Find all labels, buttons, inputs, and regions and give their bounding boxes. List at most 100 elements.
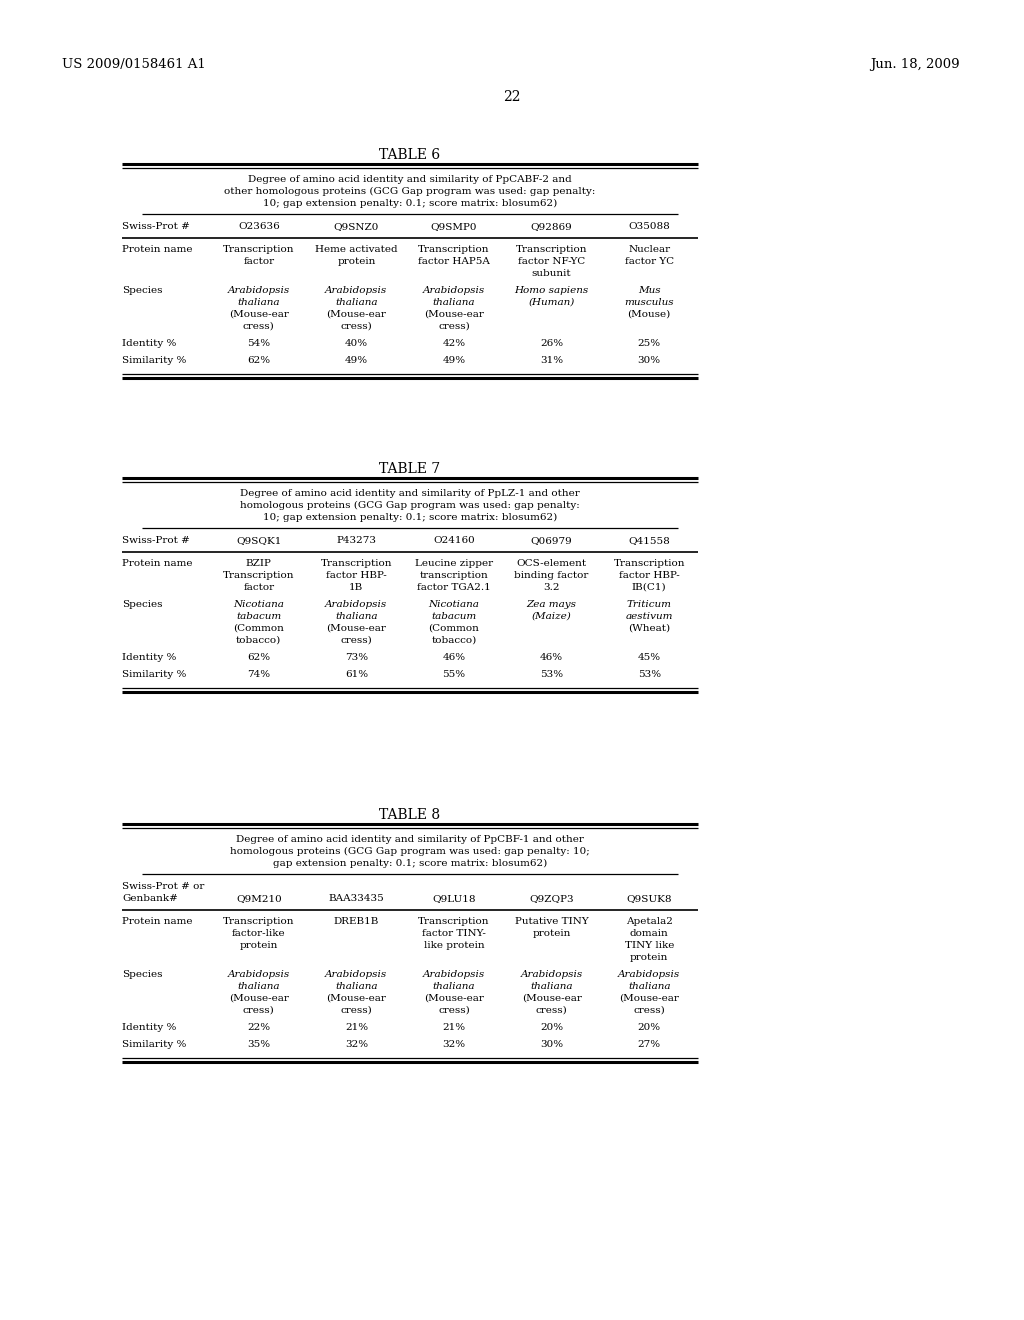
Text: Arabidopsis: Arabidopsis <box>423 970 485 979</box>
Text: 21%: 21% <box>442 1023 466 1032</box>
Text: cress): cress) <box>438 322 470 331</box>
Text: Zea mays: Zea mays <box>526 601 577 609</box>
Text: 53%: 53% <box>638 671 660 678</box>
Text: (Common: (Common <box>233 624 285 634</box>
Text: thaliana: thaliana <box>335 298 378 308</box>
Text: homologous proteins (GCG Gap program was used: gap penalty:: homologous proteins (GCG Gap program was… <box>240 502 580 510</box>
Text: protein: protein <box>532 929 570 939</box>
Text: 53%: 53% <box>540 671 563 678</box>
Text: gap extension penalty: 0.1; score matrix: blosum62): gap extension penalty: 0.1; score matrix… <box>272 859 547 869</box>
Text: Heme activated: Heme activated <box>315 246 397 253</box>
Text: (Mouse-ear: (Mouse-ear <box>228 310 289 319</box>
Text: Transcription: Transcription <box>321 558 392 568</box>
Text: 20%: 20% <box>540 1023 563 1032</box>
Text: Q92869: Q92869 <box>530 222 572 231</box>
Text: Nuclear: Nuclear <box>628 246 671 253</box>
Text: Transcription: Transcription <box>223 572 295 579</box>
Text: Q9ZQP3: Q9ZQP3 <box>529 894 573 903</box>
Text: tabacum: tabacum <box>431 612 476 620</box>
Text: cress): cress) <box>341 636 373 645</box>
Text: Nicotiana: Nicotiana <box>233 601 285 609</box>
Text: (Common: (Common <box>429 624 479 634</box>
Text: Leucine zipper: Leucine zipper <box>415 558 494 568</box>
Text: 32%: 32% <box>345 1040 368 1049</box>
Text: factor HAP5A: factor HAP5A <box>418 257 489 267</box>
Text: Arabidopsis: Arabidopsis <box>326 970 387 979</box>
Text: Homo sapiens: Homo sapiens <box>514 286 589 294</box>
Text: 31%: 31% <box>540 356 563 366</box>
Text: Similarity %: Similarity % <box>122 1040 186 1049</box>
Text: protein: protein <box>240 941 278 950</box>
Text: OCS-element: OCS-element <box>516 558 587 568</box>
Text: homologous proteins (GCG Gap program was used: gap penalty: 10;: homologous proteins (GCG Gap program was… <box>230 847 590 857</box>
Text: (Mouse-ear: (Mouse-ear <box>424 310 484 319</box>
Text: 40%: 40% <box>345 339 368 348</box>
Text: domain: domain <box>630 929 669 939</box>
Text: (Mouse): (Mouse) <box>628 310 671 319</box>
Text: factor-like: factor-like <box>232 929 286 939</box>
Text: thaliana: thaliana <box>433 298 475 308</box>
Text: Arabidopsis: Arabidopsis <box>326 286 387 294</box>
Text: 55%: 55% <box>442 671 466 678</box>
Text: (Mouse-ear: (Mouse-ear <box>228 994 289 1003</box>
Text: Species: Species <box>122 601 163 609</box>
Text: 73%: 73% <box>345 653 368 663</box>
Text: Arabidopsis: Arabidopsis <box>227 970 290 979</box>
Text: cress): cress) <box>243 322 274 331</box>
Text: Similarity %: Similarity % <box>122 356 186 366</box>
Text: TABLE 8: TABLE 8 <box>380 808 440 822</box>
Text: 10; gap extension penalty: 0.1; score matrix: blosum62): 10; gap extension penalty: 0.1; score ma… <box>263 199 557 209</box>
Text: Similarity %: Similarity % <box>122 671 186 678</box>
Text: tabacum: tabacum <box>237 612 282 620</box>
Text: factor HBP-: factor HBP- <box>326 572 387 579</box>
Text: Identity %: Identity % <box>122 653 176 663</box>
Text: factor: factor <box>244 257 274 267</box>
Text: factor: factor <box>244 583 274 591</box>
Text: (Mouse-ear: (Mouse-ear <box>521 994 582 1003</box>
Text: factor NF-YC: factor NF-YC <box>518 257 586 267</box>
Text: Transcription: Transcription <box>418 246 489 253</box>
Text: factor TINY-: factor TINY- <box>422 929 486 939</box>
Text: factor TGA2.1: factor TGA2.1 <box>417 583 490 591</box>
Text: cress): cress) <box>536 1006 567 1015</box>
Text: cress): cress) <box>243 1006 274 1015</box>
Text: 46%: 46% <box>442 653 466 663</box>
Text: BZIP: BZIP <box>246 558 271 568</box>
Text: (Mouse-ear: (Mouse-ear <box>620 994 679 1003</box>
Text: Identity %: Identity % <box>122 1023 176 1032</box>
Text: Q9SUK8: Q9SUK8 <box>627 894 672 903</box>
Text: Q9SNZ0: Q9SNZ0 <box>334 222 379 231</box>
Text: Degree of amino acid identity and similarity of PpCABF-2 and: Degree of amino acid identity and simila… <box>248 176 571 183</box>
Text: Q9SMP0: Q9SMP0 <box>431 222 477 231</box>
Text: cress): cress) <box>438 1006 470 1015</box>
Text: thaliana: thaliana <box>530 982 572 991</box>
Text: binding factor: binding factor <box>514 572 589 579</box>
Text: 46%: 46% <box>540 653 563 663</box>
Text: Q9LU18: Q9LU18 <box>432 894 476 903</box>
Text: tobacco): tobacco) <box>237 636 282 645</box>
Text: 22: 22 <box>503 90 521 104</box>
Text: 25%: 25% <box>638 339 660 348</box>
Text: Transcription: Transcription <box>613 558 685 568</box>
Text: protein: protein <box>630 953 669 962</box>
Text: 45%: 45% <box>638 653 660 663</box>
Text: 74%: 74% <box>247 671 270 678</box>
Text: Genbank#: Genbank# <box>122 894 178 903</box>
Text: cress): cress) <box>341 1006 373 1015</box>
Text: 62%: 62% <box>247 653 270 663</box>
Text: 49%: 49% <box>442 356 466 366</box>
Text: 35%: 35% <box>247 1040 270 1049</box>
Text: 22%: 22% <box>247 1023 270 1032</box>
Text: like protein: like protein <box>424 941 484 950</box>
Text: DREB1B: DREB1B <box>334 917 379 927</box>
Text: Arabidopsis: Arabidopsis <box>227 286 290 294</box>
Text: Transcription: Transcription <box>516 246 588 253</box>
Text: factor HBP-: factor HBP- <box>618 572 680 579</box>
Text: 26%: 26% <box>540 339 563 348</box>
Text: (Human): (Human) <box>528 298 574 308</box>
Text: transcription: transcription <box>420 572 488 579</box>
Text: TINY like: TINY like <box>625 941 674 950</box>
Text: O24160: O24160 <box>433 536 475 545</box>
Text: Apetala2: Apetala2 <box>626 917 673 927</box>
Text: US 2009/0158461 A1: US 2009/0158461 A1 <box>62 58 206 71</box>
